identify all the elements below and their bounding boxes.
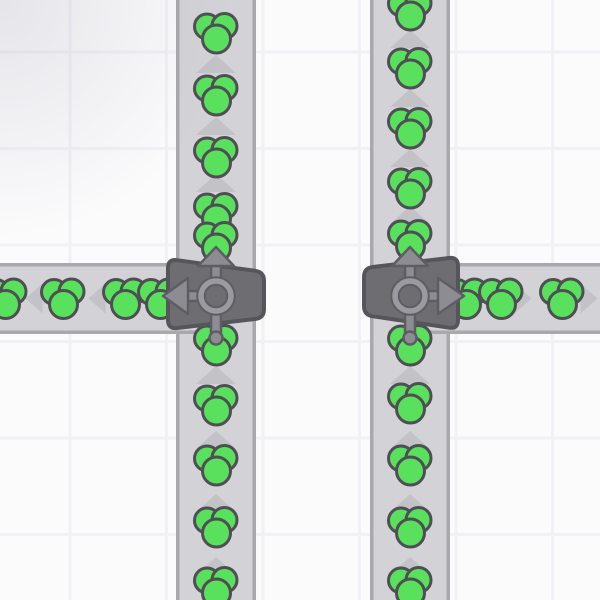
arrow-left-icon	[161, 276, 190, 316]
item-green-cluster	[387, 444, 433, 487]
item-green-cluster	[539, 277, 585, 320]
splitter-body[interactable]	[166, 258, 266, 331]
grid-line-horizontal	[0, 340, 600, 343]
item-green-cluster	[387, 506, 433, 549]
belt-arrow-up-icon	[390, 89, 430, 107]
splitter-ring	[198, 278, 234, 314]
grid-line-horizontal	[0, 533, 600, 536]
arrow-up-icon	[390, 245, 430, 268]
arrow-right-icon	[436, 276, 466, 316]
item-green-cluster	[193, 12, 239, 55]
items-layer	[0, 0, 585, 600]
grid-line-horizontal	[0, 243, 600, 247]
item-green-cluster	[193, 566, 239, 600]
item-green-cluster	[387, 167, 433, 210]
input-cap	[402, 330, 418, 346]
belt-arrow-up-icon	[196, 174, 236, 192]
belt-arrow-left-icon	[88, 283, 106, 314]
item-green-cluster	[193, 74, 239, 117]
splitter-right[interactable]	[362, 245, 466, 346]
item-green-cluster	[387, 566, 433, 600]
grid-line-horizontal	[0, 50, 600, 54]
belt-arrow-up-icon	[390, 149, 430, 167]
belt-arrow-right-icon	[580, 283, 598, 314]
item-green-cluster	[387, 47, 433, 90]
item-green-cluster	[193, 136, 239, 179]
belt-arrow-up-icon	[390, 366, 430, 384]
item-green-cluster	[478, 277, 524, 320]
arrow-up-icon	[196, 245, 236, 268]
splitter-ring	[392, 278, 428, 314]
item-green-cluster	[0, 277, 28, 320]
item-green-cluster	[40, 277, 86, 320]
belt-arrow-up-icon	[196, 117, 236, 135]
grid-line-vertical	[358, 0, 361, 600]
grid-line-horizontal	[0, 147, 600, 150]
grid-line-horizontal	[0, 436, 600, 440]
belt-arrow-up-icon	[196, 55, 236, 73]
belt-arrow-up-icon	[390, 30, 430, 48]
splitter-body[interactable]	[362, 255, 460, 330]
item-green-cluster	[193, 444, 239, 487]
item-green-cluster	[387, 0, 433, 32]
item-green-cluster	[387, 107, 433, 150]
belt-arrow-up-icon	[196, 366, 236, 384]
item-green-cluster	[387, 382, 433, 425]
item-green-cluster	[193, 384, 239, 427]
input-cap	[208, 330, 224, 346]
splitter-left[interactable]	[161, 245, 266, 346]
item-green-cluster	[193, 506, 239, 549]
belt-arrow-left-icon	[25, 283, 43, 314]
